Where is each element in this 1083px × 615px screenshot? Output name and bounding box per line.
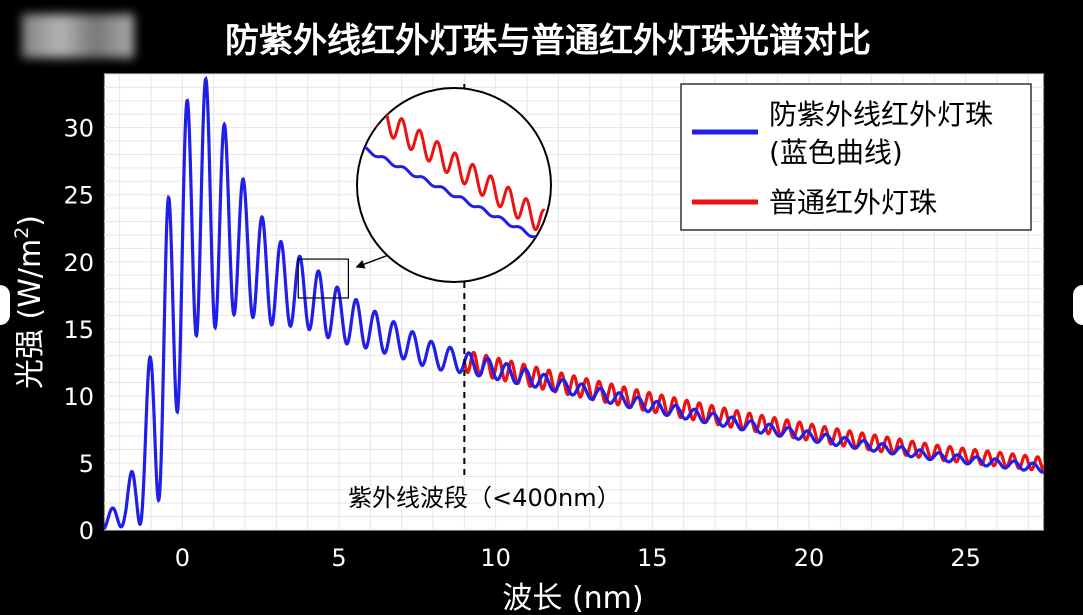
series-line-red <box>462 350 1044 473</box>
x-tick-labels: 0 5 10 15 20 25 <box>175 544 981 572</box>
series-line-blue <box>104 75 1044 530</box>
y-tick-label: 25 <box>63 182 94 210</box>
y-axis-label: 光强 (W/m2) <box>11 215 48 389</box>
y-tick-labels: 0 5 10 15 20 25 30 <box>63 115 94 545</box>
x-tick-label: 25 <box>950 544 981 572</box>
zoom-box <box>297 258 349 299</box>
right-nav-handle[interactable] <box>1073 285 1083 325</box>
y-tick-label: 0 <box>79 517 94 545</box>
x-axis-label: 波长 (nm) <box>502 581 643 615</box>
inset-line-blue <box>357 145 543 240</box>
y-axis-label-sup: 2 <box>11 227 33 239</box>
legend-label-blue-line2: (蓝色曲线) <box>769 136 903 169</box>
left-nav-handle[interactable] <box>0 285 10 325</box>
chart-title: 防紫外线红外灯珠与普通红外灯珠光谱对比 <box>225 21 871 61</box>
y-axis-label-main: 光强 (W/m <box>13 239 48 389</box>
x-tick-label: 15 <box>637 544 668 572</box>
legend-label-red: 普通红外灯珠 <box>769 186 937 219</box>
y-axis-label-close: ) <box>13 215 48 227</box>
blurred-logo <box>22 14 134 58</box>
x-tick-label: 10 <box>480 544 511 572</box>
inset-line-red <box>371 105 546 232</box>
y-tick-label: 5 <box>79 450 94 478</box>
uv-band-label: 紫外线波段（<400nm） <box>348 484 621 512</box>
legend-label-blue-line1: 防紫外线红外灯珠 <box>769 98 993 131</box>
legend: 防紫外线红外灯珠 (蓝色曲线) 普通红外灯珠 <box>680 83 1032 231</box>
magnifier-inset <box>357 105 546 240</box>
x-tick-label: 20 <box>794 544 825 572</box>
x-tick-label: 0 <box>175 544 190 572</box>
x-tick-label: 5 <box>331 544 346 572</box>
y-tick-label: 30 <box>63 115 94 143</box>
series-layer <box>104 75 1044 530</box>
y-tick-label: 15 <box>63 316 94 344</box>
y-tick-label: 20 <box>63 249 94 277</box>
y-tick-label: 10 <box>63 383 94 411</box>
legend-box <box>680 83 1032 231</box>
